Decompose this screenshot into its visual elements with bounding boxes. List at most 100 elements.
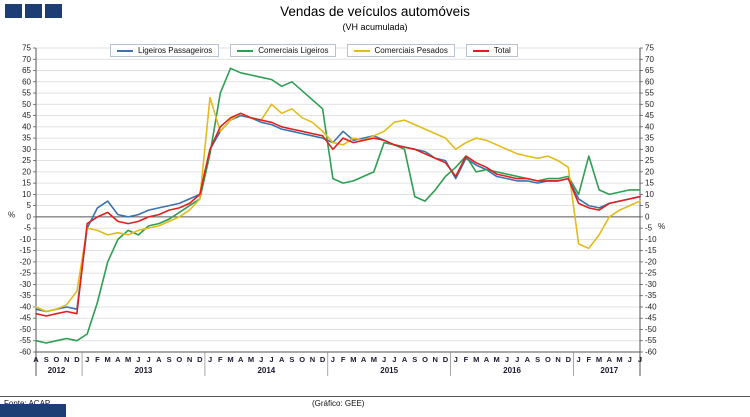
x-tick-label: J bbox=[269, 355, 273, 364]
y-tick-label-right: -25 bbox=[645, 269, 657, 278]
y-unit-right: % bbox=[658, 222, 665, 231]
y-tick-label-right: -35 bbox=[645, 291, 657, 300]
y-tick-label-right: -30 bbox=[645, 280, 657, 289]
x-tick-label: A bbox=[156, 355, 162, 364]
logo-three-squares bbox=[5, 4, 62, 18]
y-tick-label-left: -40 bbox=[19, 302, 31, 311]
x-tick-label: J bbox=[85, 355, 89, 364]
x-tick-label: M bbox=[596, 355, 602, 364]
y-tick-label-right: -45 bbox=[645, 314, 657, 323]
x-tick-label: A bbox=[115, 355, 121, 364]
x-tick-label: J bbox=[392, 355, 396, 364]
x-tick-label: N bbox=[433, 355, 438, 364]
y-tick-label-right: 75 bbox=[645, 44, 654, 53]
year-label: 2013 bbox=[135, 366, 153, 375]
y-tick-label-left: -45 bbox=[19, 314, 31, 323]
y-tick-label-right: 60 bbox=[645, 77, 654, 86]
x-tick-label: J bbox=[147, 355, 151, 364]
legend-item-comerciais-pesados: Comerciais Pesados bbox=[346, 44, 455, 57]
y-tick-label-right: 15 bbox=[645, 179, 654, 188]
y-tick-label-left: -15 bbox=[19, 246, 31, 255]
y-tick-label-right: 10 bbox=[645, 190, 654, 199]
x-tick-label: A bbox=[279, 355, 285, 364]
series-line-ligeiros-passageiros bbox=[35, 114, 641, 313]
x-tick-label: N bbox=[310, 355, 315, 364]
x-tick-label: A bbox=[484, 355, 490, 364]
y-tick-label-right: 65 bbox=[645, 66, 654, 75]
x-tick-label: M bbox=[371, 355, 377, 364]
legend-line-swatch bbox=[117, 49, 133, 52]
x-tick-label: J bbox=[382, 355, 386, 364]
x-tick-label: A bbox=[607, 355, 613, 364]
y-tick-label-right: 50 bbox=[645, 100, 654, 109]
y-tick-label-right: 25 bbox=[645, 156, 654, 165]
x-tick-label: J bbox=[259, 355, 263, 364]
x-tick-label: N bbox=[64, 355, 69, 364]
x-tick-label: O bbox=[54, 355, 60, 364]
y-tick-label-right: 0 bbox=[645, 212, 650, 221]
legend-label: Ligeiros Passageiros bbox=[138, 46, 213, 55]
x-tick-label: S bbox=[289, 355, 294, 364]
x-tick-label: F bbox=[95, 355, 100, 364]
x-tick-label: S bbox=[535, 355, 540, 364]
y-tick-label-left: 20 bbox=[22, 167, 31, 176]
x-tick-label: M bbox=[350, 355, 356, 364]
y-tick-label-left: 50 bbox=[22, 100, 31, 109]
y-tick-label-right: 30 bbox=[645, 145, 654, 154]
x-tick-label: J bbox=[136, 355, 140, 364]
y-tick-label-left: 10 bbox=[22, 190, 31, 199]
y-tick-label-left: -55 bbox=[19, 336, 31, 345]
footer-source: Fonte: ACAP bbox=[4, 399, 50, 408]
y-tick-label-left: -20 bbox=[19, 257, 31, 266]
y-tick-label-left: 25 bbox=[22, 156, 31, 165]
x-tick-label: M bbox=[105, 355, 111, 364]
x-tick-label: J bbox=[576, 355, 580, 364]
y-tick-label-left: -50 bbox=[19, 325, 31, 334]
x-tick-label: M bbox=[227, 355, 233, 364]
x-tick-label: S bbox=[167, 355, 172, 364]
y-tick-label-right: -55 bbox=[645, 336, 657, 345]
logo-square bbox=[25, 4, 42, 18]
x-tick-label: M bbox=[494, 355, 500, 364]
y-tick-label-left: -5 bbox=[24, 224, 32, 233]
y-tick-label-left: -10 bbox=[19, 235, 31, 244]
x-tick-label: M bbox=[125, 355, 131, 364]
series-line-comerciais-pesados bbox=[35, 96, 641, 313]
x-tick-label: A bbox=[33, 355, 39, 364]
x-tick-label: F bbox=[341, 355, 346, 364]
y-tick-label-right: -20 bbox=[645, 257, 657, 266]
y-tick-label-left: 65 bbox=[22, 66, 31, 75]
year-label: 2017 bbox=[600, 366, 618, 375]
y-tick-label-right: 45 bbox=[645, 111, 654, 120]
x-tick-label: J bbox=[331, 355, 335, 364]
x-tick-label: A bbox=[361, 355, 367, 364]
x-tick-label: O bbox=[176, 355, 182, 364]
y-tick-label-left: 15 bbox=[22, 179, 31, 188]
y-tick-label-right: 35 bbox=[645, 134, 654, 143]
x-tick-label: F bbox=[218, 355, 223, 364]
y-tick-label-right: 55 bbox=[645, 89, 654, 98]
x-tick-label: J bbox=[628, 355, 632, 364]
legend-item-total: Total bbox=[465, 44, 518, 57]
x-tick-label: M bbox=[473, 355, 479, 364]
y-tick-label-left: -60 bbox=[19, 348, 31, 357]
y-tick-label-left: 75 bbox=[22, 44, 31, 53]
year-label: 2012 bbox=[48, 366, 66, 375]
x-tick-label: A bbox=[238, 355, 244, 364]
year-label: 2016 bbox=[503, 366, 521, 375]
x-tick-label: A bbox=[402, 355, 408, 364]
series-line-total bbox=[35, 112, 641, 317]
x-tick-label: D bbox=[320, 355, 326, 364]
x-tick-label: S bbox=[412, 355, 417, 364]
y-unit-left: % bbox=[8, 211, 15, 220]
x-tick-label: N bbox=[555, 355, 560, 364]
legend-line-swatch bbox=[472, 49, 489, 52]
x-tick-label: F bbox=[587, 355, 592, 364]
footer-blue-bar bbox=[0, 404, 66, 417]
year-label: 2014 bbox=[257, 366, 275, 375]
y-tick-label-right: -5 bbox=[645, 224, 653, 233]
y-tick-label-right: 20 bbox=[645, 167, 654, 176]
y-tick-label-left: 40 bbox=[22, 122, 31, 131]
y-tick-label-left: 35 bbox=[22, 134, 31, 143]
logo-square bbox=[5, 4, 22, 18]
